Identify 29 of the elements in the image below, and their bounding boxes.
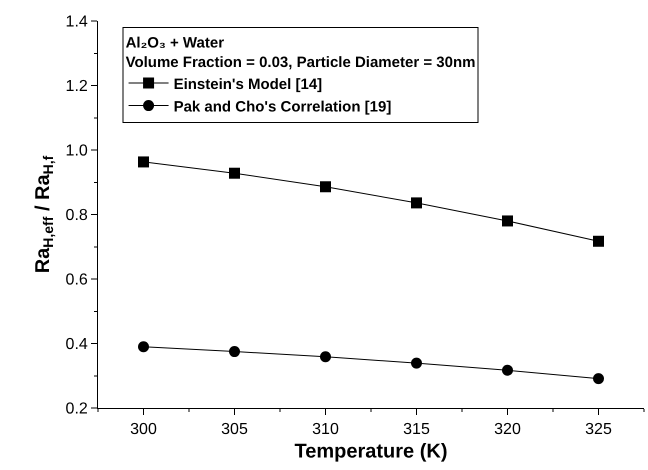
point xyxy=(138,341,149,352)
x-axis-title: Temperature (K) xyxy=(294,440,448,463)
y-tick-label: 0.2 xyxy=(66,400,88,418)
legend-title: Al₂O₃ + Water Volume Fraction = 0.03, Particle Diameter = 30nm xyxy=(126,34,476,71)
y-tick-label: 0.4 xyxy=(66,336,88,354)
y-tick-label: 0.6 xyxy=(66,272,88,289)
x-tick-label: 305 xyxy=(221,421,248,438)
point xyxy=(411,358,422,369)
point xyxy=(593,373,604,384)
point xyxy=(229,346,240,358)
y-tick-label: 1.2 xyxy=(66,78,88,96)
x-tick-label: 320 xyxy=(494,421,521,438)
x-tick-label: 325 xyxy=(585,421,612,438)
legend-label: Pak and Cho's Correlation [19] xyxy=(174,98,392,116)
y-tick-label: 1.4 xyxy=(66,14,88,31)
point xyxy=(138,156,149,168)
legend-label: Einstein's Model [14] xyxy=(174,76,322,93)
point xyxy=(502,364,513,376)
point xyxy=(502,215,513,226)
x-tick-label: 315 xyxy=(403,421,430,438)
point xyxy=(320,181,331,192)
x-tick-label: 300 xyxy=(130,421,157,438)
x-tick-label: 310 xyxy=(312,421,339,438)
point xyxy=(593,236,604,247)
point xyxy=(411,197,422,208)
y-tick-label: 1.0 xyxy=(66,142,88,160)
y-tick-label: 0.8 xyxy=(66,207,88,224)
point xyxy=(229,168,240,179)
point xyxy=(320,351,331,362)
